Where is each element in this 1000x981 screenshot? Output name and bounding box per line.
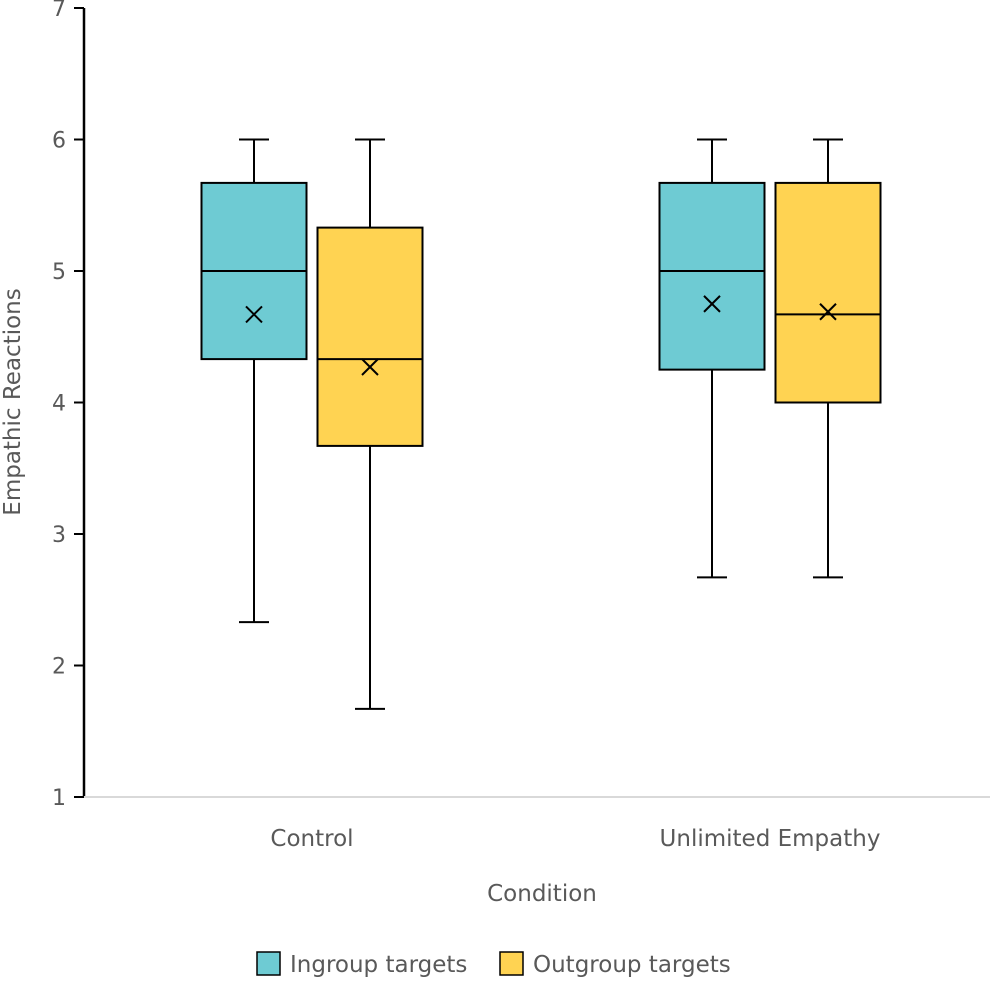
y-tick-label-1: 1 — [52, 786, 66, 811]
x-axis-title: Condition — [487, 881, 597, 907]
box-series-1-cat-1 — [774, 138, 882, 579]
x-category-label-1: Unlimited Empathy — [660, 826, 881, 852]
boxes — [200, 138, 882, 710]
legend-swatch-outgroup — [499, 951, 524, 976]
box-series-1-cat-0 — [316, 138, 424, 710]
mean-marker-series-1-cat-1 — [819, 303, 837, 321]
box-series-0-cat-0 — [200, 138, 308, 624]
y-tick-label-5: 5 — [52, 260, 66, 285]
y-tick-label-7: 7 — [52, 0, 66, 22]
y-tick-label-6: 6 — [52, 129, 66, 154]
y-tick-label-4: 4 — [52, 392, 66, 417]
legend: Ingroup targets Outgroup targets — [256, 951, 731, 978]
iqr-box-series-0-cat-1 — [658, 181, 766, 371]
y-tick-label-3: 3 — [52, 523, 66, 548]
iqr-box-series-1-cat-1 — [774, 181, 882, 404]
mean-marker-series-0-cat-0 — [245, 305, 263, 324]
mean-marker-series-1-cat-0 — [361, 358, 379, 376]
x-category-label-0: Control — [270, 826, 353, 852]
iqr-box-series-1-cat-0 — [316, 226, 424, 447]
x-category-labels: Control Unlimited Empathy — [270, 826, 880, 852]
legend-label-ingroup: Ingroup targets — [290, 952, 467, 978]
legend-label-outgroup: Outgroup targets — [533, 952, 731, 978]
y-axis-title: Empathic Reactions — [0, 288, 26, 515]
mean-marker-series-0-cat-1 — [703, 295, 721, 313]
box-series-0-cat-1 — [658, 138, 766, 579]
y-tick-label-2: 2 — [52, 655, 66, 680]
legend-swatch-ingroup — [256, 951, 281, 976]
y-ticks: 1 2 3 4 5 6 7 — [52, 0, 84, 811]
